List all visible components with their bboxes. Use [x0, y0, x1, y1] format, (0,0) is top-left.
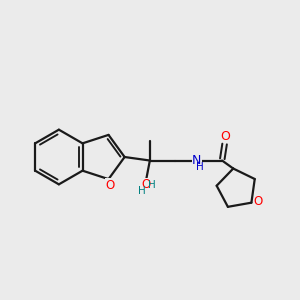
Text: N: N [192, 154, 202, 167]
Text: H: H [138, 186, 145, 196]
Text: O: O [105, 178, 115, 192]
Text: H: H [148, 180, 156, 190]
Text: O: O [141, 178, 150, 191]
Text: H: H [196, 162, 204, 172]
Text: O: O [220, 130, 230, 143]
Text: O: O [254, 196, 263, 208]
